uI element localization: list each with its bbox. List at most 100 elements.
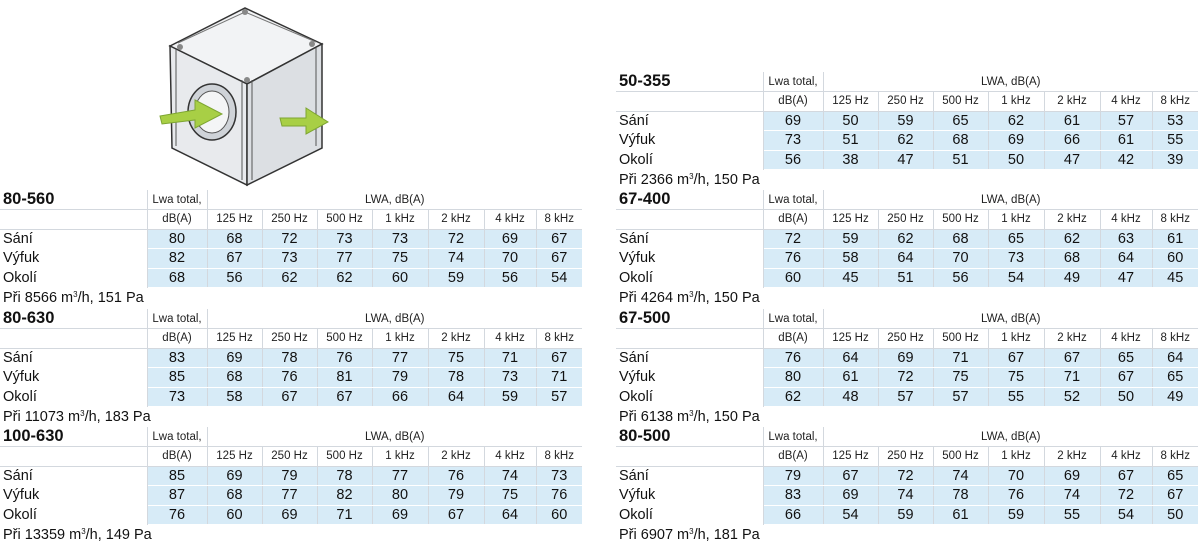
band-value: 64: [484, 505, 536, 525]
band-value: 71: [536, 368, 582, 388]
band-header: 500 Hz: [933, 92, 988, 112]
band-header: 1 kHz: [988, 329, 1044, 349]
band-header: 2 kHz: [1044, 447, 1100, 467]
band-value: 57: [933, 387, 988, 407]
band-value: 54: [988, 268, 1044, 288]
band-value: 50: [1100, 387, 1152, 407]
band-value: 49: [1152, 387, 1198, 407]
flow-suffix: /h, 181 Pa: [694, 527, 760, 543]
total-value: 76: [763, 348, 823, 368]
band-value: 74: [1044, 486, 1100, 506]
flow-prefix: Při 6907 m: [619, 527, 689, 543]
lwa-total-header: Lwa total,: [763, 72, 823, 92]
total-value: 85: [147, 466, 207, 486]
band-value: 67: [536, 229, 582, 249]
band-header: 1 kHz: [372, 447, 428, 467]
band-value: 68: [933, 229, 988, 249]
band-value: 50: [988, 150, 1044, 170]
band-value: 64: [878, 249, 933, 269]
band-value: 67: [262, 387, 317, 407]
band-value: 67: [1044, 348, 1100, 368]
band-value: 70: [484, 249, 536, 269]
band-value: 69: [262, 505, 317, 525]
band-header: 2 kHz: [428, 447, 484, 467]
header-spacer: [616, 447, 763, 467]
band-value: 75: [484, 486, 536, 506]
total-value: 56: [763, 150, 823, 170]
band-header: 125 Hz: [823, 329, 878, 349]
fan-box-icon: [150, 0, 340, 190]
band-value: 77: [317, 249, 372, 269]
total-value: 76: [147, 505, 207, 525]
band-value: 54: [1100, 505, 1152, 525]
band-value: 73: [372, 229, 428, 249]
band-value: 57: [878, 387, 933, 407]
band-header: 2 kHz: [1044, 329, 1100, 349]
band-value: 78: [262, 348, 317, 368]
lwa-group-header: LWA, dB(A): [207, 427, 582, 447]
band-header: 1 kHz: [988, 210, 1044, 230]
band-value: 75: [933, 368, 988, 388]
total-value: 76: [763, 249, 823, 269]
band-value: 73: [317, 229, 372, 249]
band-value: 75: [428, 348, 484, 368]
band-value: 64: [1152, 348, 1198, 368]
band-value: 71: [317, 505, 372, 525]
band-value: 61: [1152, 229, 1198, 249]
row-label: Okolí: [616, 387, 763, 407]
band-value: 47: [878, 150, 933, 170]
band-value: 56: [207, 268, 262, 288]
band-value: 67: [1100, 368, 1152, 388]
band-value: 42: [1100, 150, 1152, 170]
band-value: 66: [1044, 131, 1100, 151]
band-value: 67: [823, 466, 878, 486]
band-header: 8 kHz: [1152, 329, 1198, 349]
band-value: 64: [428, 387, 484, 407]
band-header: 500 Hz: [317, 329, 372, 349]
band-value: 52: [1044, 387, 1100, 407]
band-value: 74: [428, 249, 484, 269]
lwa-group-header: LWA, dB(A): [823, 72, 1198, 92]
band-value: 67: [1100, 466, 1152, 486]
band-value: 62: [878, 229, 933, 249]
band-value: 78: [933, 486, 988, 506]
footer-row: Při 6138 m3/h, 150 Pa: [616, 407, 1198, 428]
band-header: 2 kHz: [428, 329, 484, 349]
band-value: 81: [317, 368, 372, 388]
band-value: 54: [536, 268, 582, 288]
band-value: 59: [988, 505, 1044, 525]
row-label: Výfuk: [0, 249, 147, 269]
footer-row: Při 4264 m3/h, 150 Pa: [616, 288, 1198, 309]
band-header: 1 kHz: [988, 447, 1044, 467]
band-value: 62: [988, 111, 1044, 131]
lwa-total-header: Lwa total,: [763, 309, 823, 329]
band-header: 2 kHz: [1044, 92, 1100, 112]
total-value: 80: [147, 229, 207, 249]
band-value: 67: [207, 249, 262, 269]
band-value: 75: [372, 249, 428, 269]
band-header: 2 kHz: [1044, 210, 1100, 230]
total-value: 73: [763, 131, 823, 151]
band-value: 56: [933, 268, 988, 288]
band-header: 8 kHz: [536, 447, 582, 467]
band-value: 67: [988, 348, 1044, 368]
band-value: 72: [428, 229, 484, 249]
lwa-total-unit: dB(A): [763, 92, 823, 112]
row-label: Sání: [616, 348, 763, 368]
flow-prefix: Při 8566 m: [3, 290, 73, 306]
band-value: 78: [317, 466, 372, 486]
band-value: 63: [1100, 229, 1152, 249]
band-value: 58: [207, 387, 262, 407]
band-value: 73: [484, 368, 536, 388]
lwa-total-unit: dB(A): [763, 210, 823, 230]
band-value: 59: [484, 387, 536, 407]
